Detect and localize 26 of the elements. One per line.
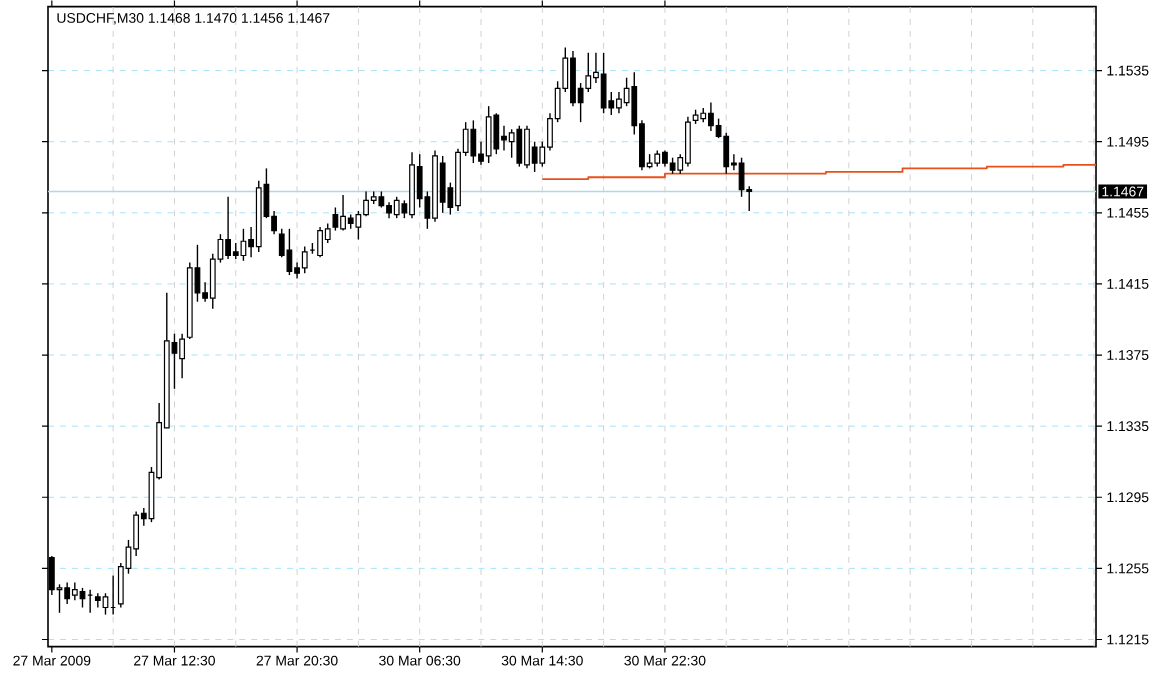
candlestick	[485, 105, 492, 164]
candlestick	[738, 156, 745, 198]
candlestick	[102, 592, 109, 616]
candlestick	[286, 227, 293, 276]
candlestick	[616, 90, 622, 114]
candlestick	[332, 206, 339, 232]
candlestick	[393, 195, 400, 219]
candlestick	[94, 592, 101, 608]
candlestick	[340, 194, 346, 232]
candlestick	[708, 101, 714, 132]
candlestick	[439, 154, 446, 214]
candlestick	[516, 124, 523, 168]
candlestick	[317, 226, 323, 258]
candlestick	[570, 50, 576, 107]
candlestick	[301, 245, 308, 274]
candlestick	[723, 131, 730, 175]
candlestick	[225, 195, 231, 260]
candlestick	[240, 227, 247, 262]
candlestick	[179, 332, 186, 379]
candlestick	[493, 112, 500, 155]
candlestick	[685, 115, 691, 168]
candlestick	[64, 581, 71, 605]
candlestick	[508, 128, 515, 159]
candlestick	[524, 124, 530, 169]
candlestick	[600, 51, 607, 114]
candlestick	[470, 119, 477, 164]
